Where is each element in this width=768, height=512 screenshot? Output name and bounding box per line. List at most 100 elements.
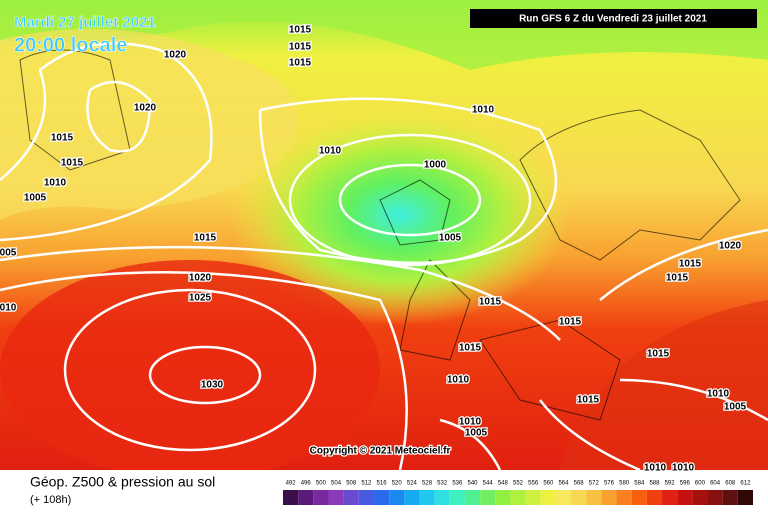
scale-swatch bbox=[540, 490, 556, 505]
scale-label: 584 bbox=[634, 481, 645, 487]
scale-swatch bbox=[404, 490, 420, 505]
scale-label: 548 bbox=[498, 481, 509, 487]
scale-swatch bbox=[722, 490, 738, 505]
forecast-time: 20:00 locale bbox=[14, 34, 127, 56]
isobar-label: 1015 bbox=[559, 317, 582, 328]
isobar-label: 1015 bbox=[289, 42, 312, 53]
high-pressure-area bbox=[0, 260, 380, 480]
scale-swatch bbox=[328, 490, 344, 505]
scale-label: 592 bbox=[665, 481, 676, 487]
scale-label: 540 bbox=[468, 481, 479, 487]
scale-label: 508 bbox=[346, 481, 357, 487]
isobar-label: 1015 bbox=[51, 133, 74, 144]
scale-swatch bbox=[631, 490, 647, 505]
coastlines bbox=[19, 49, 741, 421]
scale-label: 524 bbox=[407, 481, 418, 487]
scale-label: 608 bbox=[725, 481, 736, 487]
legend-title: Géop. Z500 & pression au sol bbox=[30, 474, 215, 490]
isobar-label: 1010 bbox=[319, 146, 342, 157]
isobar-label: 1015 bbox=[666, 273, 689, 284]
scale-swatch bbox=[662, 490, 678, 505]
scale-swatch bbox=[601, 490, 617, 505]
isobar-label: 1020 bbox=[189, 273, 212, 284]
scale-swatch bbox=[586, 490, 602, 505]
scale-label: 572 bbox=[589, 481, 600, 487]
isobar-label: 1005 bbox=[724, 402, 747, 413]
isobar-label: 1015 bbox=[647, 349, 670, 360]
isobar-label: 1020 bbox=[134, 103, 157, 114]
isobar-label: 1010 bbox=[44, 178, 67, 189]
isobar-label: 1015 bbox=[459, 343, 482, 354]
legend-subtitle: (+ 108h) bbox=[30, 494, 71, 506]
scale-swatch bbox=[434, 490, 450, 505]
scale-swatch bbox=[343, 490, 359, 505]
isobar-label: 1005 bbox=[439, 233, 462, 244]
scale-swatch bbox=[358, 490, 374, 505]
scale-label: 604 bbox=[710, 481, 721, 487]
isobar-label: 1020 bbox=[164, 50, 187, 61]
scale-label: 500 bbox=[316, 481, 327, 487]
scale-swatch bbox=[510, 490, 526, 505]
scale-label: 492 bbox=[286, 481, 297, 487]
scale-label: 496 bbox=[301, 481, 312, 487]
isobar-label: 1010 bbox=[672, 463, 695, 474]
isobar-label: 1025 bbox=[189, 293, 212, 304]
scale-swatch bbox=[495, 490, 511, 505]
isobar-label: 1010 bbox=[472, 105, 495, 116]
scale-label: 612 bbox=[740, 481, 751, 487]
scale-swatch bbox=[464, 490, 481, 505]
scale-label: 512 bbox=[361, 481, 372, 487]
forecast-date: Mardi 27 juillet 2021 bbox=[14, 14, 156, 31]
scale-label: 520 bbox=[392, 481, 403, 487]
scale-label: 600 bbox=[695, 481, 706, 487]
scale-label: 536 bbox=[452, 481, 463, 487]
isobar-label: 1015 bbox=[289, 58, 312, 69]
isobar-label: 1010 bbox=[447, 375, 470, 386]
scale-label: 568 bbox=[574, 481, 585, 487]
scale-label: 588 bbox=[649, 481, 660, 487]
scale-label: 528 bbox=[422, 481, 433, 487]
scale-swatch bbox=[707, 490, 723, 505]
scale-label: 504 bbox=[331, 481, 342, 487]
scale-swatch bbox=[373, 490, 390, 505]
scale-swatch bbox=[646, 490, 663, 505]
isobar-label: 010 bbox=[0, 303, 17, 314]
scale-swatch bbox=[480, 490, 496, 505]
scale-swatch bbox=[737, 490, 753, 505]
isobar-label: 1010 bbox=[459, 417, 482, 428]
scale-label: 576 bbox=[604, 481, 615, 487]
scale-label: 532 bbox=[437, 481, 448, 487]
scale-swatch bbox=[571, 490, 587, 505]
isobar-label: 1015 bbox=[679, 259, 702, 270]
isobar-label: 1015 bbox=[577, 395, 600, 406]
yellow-ridge bbox=[0, 28, 299, 220]
run-info: Run GFS 6 Z du Vendredi 23 juillet 2021 bbox=[519, 14, 707, 25]
scale-swatch bbox=[298, 490, 314, 505]
isobar-label: 1015 bbox=[61, 158, 84, 169]
scale-swatch bbox=[555, 490, 572, 505]
scale-swatch bbox=[419, 490, 435, 505]
scale-label: 560 bbox=[543, 481, 554, 487]
scale-label: 564 bbox=[558, 481, 569, 487]
isobar-label: 1000 bbox=[424, 160, 447, 171]
scale-swatch bbox=[677, 490, 693, 505]
copyright: Copyright © 2021 Meteociel.fr bbox=[310, 446, 451, 457]
isobars bbox=[0, 42, 768, 472]
scale-label: 556 bbox=[528, 481, 539, 487]
isobar-label: 1030 bbox=[201, 380, 224, 391]
scale-label: 596 bbox=[680, 481, 691, 487]
isobar-label: 1010 bbox=[707, 389, 730, 400]
isobar-label: 005 bbox=[0, 248, 17, 259]
scale-swatch bbox=[389, 490, 405, 505]
isobar-label: 1020 bbox=[719, 241, 742, 252]
scale-swatch bbox=[313, 490, 329, 505]
warm-area bbox=[560, 300, 768, 470]
isobar-label: 1005 bbox=[24, 193, 47, 204]
scale-swatch bbox=[449, 490, 465, 505]
run-box bbox=[470, 9, 757, 28]
scale-swatch bbox=[283, 490, 299, 505]
scale-label: 552 bbox=[513, 481, 524, 487]
isobar-label: 1015 bbox=[479, 297, 502, 308]
isobar-label: 1010 bbox=[644, 463, 667, 474]
